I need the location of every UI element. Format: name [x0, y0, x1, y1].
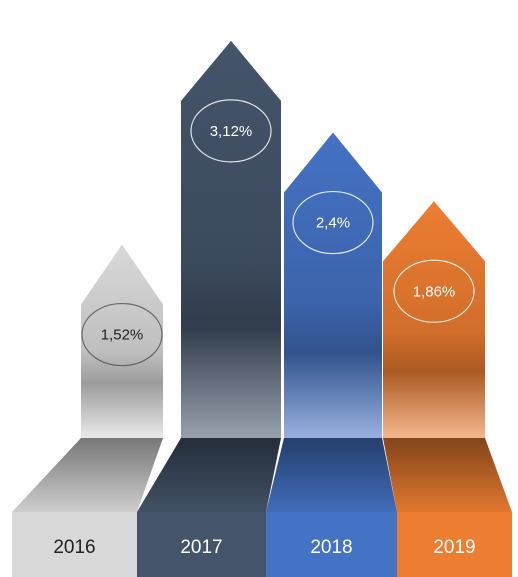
- category-block-2019: [397, 512, 512, 577]
- data-label-ring-2017: [190, 99, 272, 163]
- tick-label-2018: 2018: [310, 537, 352, 558]
- tick-label-2017: 2017: [180, 537, 222, 558]
- category-block-2018: [266, 512, 397, 577]
- category-axis: 2016 2017 2018 2019: [12, 512, 512, 577]
- data-label-2017: 3,12%: [210, 123, 253, 140]
- bar-arrow-2018: [284, 132, 382, 438]
- bar-arrow-2019: [383, 201, 485, 438]
- bar-arrow-2016: [81, 244, 163, 438]
- data-label-2019: 1,86%: [413, 283, 456, 300]
- category-block-2016: [12, 512, 137, 577]
- bar-arrow-2017: [181, 40, 281, 439]
- data-label-ring-2016: [81, 302, 163, 367]
- tick-label-2019: 2019: [433, 537, 475, 558]
- data-label-2018: 2,4%: [316, 215, 350, 232]
- floor-ribbons: [12, 438, 512, 512]
- bar-arrows: [81, 40, 485, 439]
- category-block-2017: [137, 512, 266, 577]
- data-label-2016: 1,52%: [101, 327, 144, 344]
- floor-ribbon-2019: [383, 438, 512, 512]
- data-label-ring-2018: [292, 190, 374, 255]
- floor-ribbon-2017: [137, 438, 281, 512]
- floor-ribbon-2018: [266, 438, 397, 512]
- tick-label-2016: 2016: [53, 537, 95, 558]
- floor-ribbon-2016: [12, 438, 163, 512]
- data-label-ring-2019: [393, 259, 475, 323]
- data-labels: 1,52% 3,12% 2,4% 1,86%: [81, 99, 475, 367]
